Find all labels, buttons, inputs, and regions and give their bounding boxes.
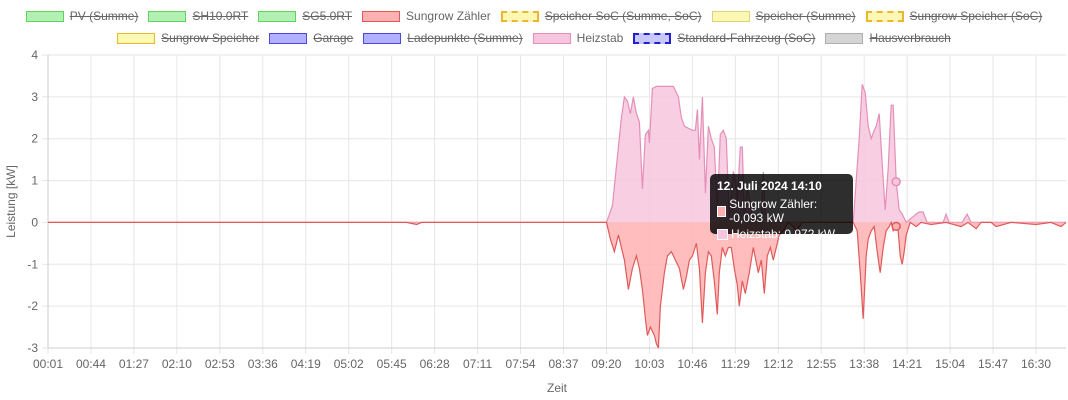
legend-item[interactable]: SG5.0RT xyxy=(258,9,352,23)
y-tick-label: -3 xyxy=(27,341,38,355)
tooltip-text: Sungrow Zähler: -0,093 kW xyxy=(729,197,818,225)
x-tick-label: 08:37 xyxy=(548,357,578,371)
x-tick-label: 05:45 xyxy=(377,357,407,371)
legend-item[interactable]: Hausverbrauch xyxy=(825,31,951,45)
x-tick-label: 02:53 xyxy=(205,357,235,371)
legend-item[interactable]: Ladepunkte (Summe) xyxy=(363,31,523,45)
legend-label: Sungrow Zähler xyxy=(406,9,491,23)
tooltip-text: Heizstab: 0,972 kW xyxy=(731,227,836,241)
legend-row: PV (Summe) SH10.0RT SG5.0RT Sungrow Zähler S… xyxy=(0,5,1068,27)
legend-swatch xyxy=(25,10,64,22)
legend-item[interactable]: Heizstab xyxy=(532,31,624,45)
x-tick-label: 03:36 xyxy=(248,357,278,371)
legend-swatch xyxy=(500,10,539,22)
legend-label: Garage xyxy=(313,31,354,45)
legend-label: Hausverbrauch xyxy=(869,31,951,45)
x-tick-label: 00:44 xyxy=(76,357,106,371)
y-tick-label: -1 xyxy=(27,257,38,271)
legend-swatch xyxy=(258,10,297,22)
x-tick-label: 01:27 xyxy=(119,357,149,371)
x-tick-label: 14:21 xyxy=(892,357,922,371)
x-tick-label: 15:47 xyxy=(978,357,1008,371)
x-tick-label: 07:54 xyxy=(506,357,536,371)
legend-item[interactable]: Sungrow Zähler xyxy=(362,9,491,23)
legend-label: PV (Summe) xyxy=(69,9,139,23)
y-tick-label: 0 xyxy=(31,215,38,229)
y-tick-label: 3 xyxy=(31,90,38,104)
legend-item[interactable]: Garage xyxy=(269,31,353,45)
y-tick-label: -2 xyxy=(27,299,38,313)
y-tick-label: 1 xyxy=(31,174,38,188)
legend-item[interactable]: Speicher SoC (Summe, SoC) xyxy=(500,9,702,23)
legend-swatch xyxy=(825,32,864,44)
legend-item[interactable]: Standard-Fahrzeug (SoC) xyxy=(633,31,815,45)
x-tick-label: 09:20 xyxy=(591,357,621,371)
legend-row: Sungrow Speicher Garage Ladepunkte (Summe)… xyxy=(0,27,1068,49)
tooltip-swatch xyxy=(717,228,728,240)
x-tick-label: 11:29 xyxy=(721,357,750,371)
x-tick-label: 05:02 xyxy=(334,357,364,371)
legend-item[interactable]: PV (Summe) xyxy=(25,9,139,23)
x-tick-label: 12:12 xyxy=(763,357,793,371)
tooltip-swatch xyxy=(717,205,727,217)
legend-item[interactable]: Sungrow Speicher xyxy=(117,31,259,45)
legend-label: Ladepunkte (Summe) xyxy=(407,31,523,45)
chart-legend: PV (Summe) SH10.0RT SG5.0RT Sungrow Zähler S… xyxy=(0,0,1068,49)
x-tick-label: 15:04 xyxy=(935,357,965,371)
legend-label: Sungrow Speicher (SoC) xyxy=(909,9,1043,23)
tooltip-row: Sungrow Zähler: -0,093 kW xyxy=(717,197,846,225)
legend-swatch xyxy=(711,10,750,22)
legend-swatch xyxy=(633,32,672,44)
series-line xyxy=(48,84,1066,224)
legend-label: Speicher (Summe) xyxy=(755,9,856,23)
legend-label: Heizstab xyxy=(576,31,624,45)
legend-swatch xyxy=(117,32,156,44)
legend-swatch xyxy=(362,10,401,22)
x-tick-label: 10:03 xyxy=(634,357,664,371)
chart-tooltip: 12. Juli 2024 14:10 Sungrow Zähler: -0,0… xyxy=(710,174,853,241)
x-tick-label: 07:11 xyxy=(463,357,492,371)
legend-item[interactable]: Speicher (Summe) xyxy=(711,9,856,23)
legend-label: SG5.0RT xyxy=(302,9,353,23)
x-tick-label: 10:46 xyxy=(677,357,707,371)
x-tick-label: 00:01 xyxy=(33,357,63,371)
legend-swatch xyxy=(269,32,308,44)
legend-swatch xyxy=(363,32,402,44)
x-tick-label: 04:19 xyxy=(291,357,321,371)
tooltip-row: Heizstab: 0,972 kW xyxy=(717,227,846,241)
legend-label: Speicher SoC (Summe, SoC) xyxy=(544,9,702,23)
x-tick-label: 16:30 xyxy=(1021,357,1051,371)
x-axis-title: Zeit xyxy=(547,381,568,395)
legend-item[interactable]: Sungrow Speicher (SoC) xyxy=(865,9,1043,23)
legend-label: SH10.0RT xyxy=(192,9,249,23)
x-tick-label: 13:38 xyxy=(849,357,879,371)
y-axis-title: Leistung [kW] xyxy=(4,165,18,238)
series-line xyxy=(48,220,1067,349)
series-area xyxy=(48,84,1066,223)
x-tick-label: 06:28 xyxy=(420,357,450,371)
x-tick-label: 02:10 xyxy=(162,357,192,371)
y-tick-label: 2 xyxy=(31,132,38,146)
hover-point xyxy=(891,221,901,232)
hover-point xyxy=(891,176,901,187)
tooltip-title: 12. Juli 2024 14:10 xyxy=(717,179,822,193)
y-tick-label: 4 xyxy=(31,48,38,62)
series-area xyxy=(48,222,1066,348)
legend-item[interactable]: SH10.0RT xyxy=(148,9,248,23)
legend-label: Standard-Fahrzeug (SoC) xyxy=(677,31,816,45)
x-tick-label: 12:55 xyxy=(806,357,836,371)
legend-swatch xyxy=(148,10,187,22)
legend-swatch xyxy=(865,10,904,22)
legend-label: Sungrow Speicher xyxy=(161,31,260,45)
legend-swatch xyxy=(532,32,571,44)
